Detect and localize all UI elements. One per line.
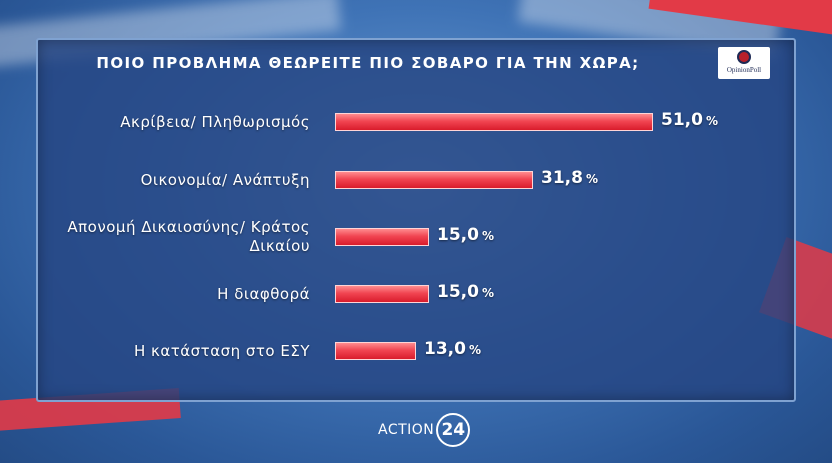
category-label: Απονομή Δικαιοσύνης/ Κράτος Δικαίου bbox=[67, 218, 310, 255]
bar-row: Η κατάσταση στο ΕΣΥ 13,0% bbox=[38, 331, 794, 371]
channel-number: 24 bbox=[436, 413, 471, 447]
bar-row: Ακρίβεια/ Πληθωρισμός 51,0% bbox=[38, 102, 794, 142]
category-label: Ακρίβεια/ Πληθωρισμός bbox=[120, 112, 310, 131]
category-label: Η κατάσταση στο ΕΣΥ bbox=[133, 341, 310, 360]
bar bbox=[335, 113, 653, 131]
percent-sign: % bbox=[481, 286, 494, 300]
bar-row: Η διαφθορά 15,0% bbox=[38, 274, 794, 314]
value-number: 51,0 bbox=[661, 110, 703, 130]
percent-sign: % bbox=[468, 343, 481, 357]
bar bbox=[335, 285, 429, 303]
bar-row: Απονομή Δικαιοσύνης/ Κράτος Δικαίου 15,0% bbox=[38, 217, 794, 257]
value-number: 31,8 bbox=[541, 168, 583, 188]
value-number: 15,0 bbox=[437, 282, 479, 302]
channel-name: ACTION bbox=[378, 422, 435, 438]
value-label: 15,0% bbox=[437, 225, 494, 245]
percent-sign: % bbox=[705, 114, 718, 128]
bar bbox=[335, 342, 416, 360]
logo-text: OpinionPoll bbox=[726, 66, 762, 74]
logo-dot-icon bbox=[737, 50, 751, 64]
percent-sign: % bbox=[585, 172, 598, 186]
value-number: 15,0 bbox=[437, 225, 479, 245]
category-label: Η διαφθορά bbox=[217, 284, 310, 303]
bar bbox=[335, 228, 429, 246]
percent-sign: % bbox=[481, 229, 494, 243]
value-label: 13,0% bbox=[424, 339, 481, 359]
bar-row: Οικονομία/ Ανάπτυξη 31,8% bbox=[38, 160, 794, 200]
chart-panel: ΠΟΙΟ ΠΡΟΒΛΗΜΑ ΘΕΩΡΕΙΤΕ ΠΙΟ ΣΟΒΑΡΟ ΓΙΑ ΤΗ… bbox=[36, 38, 796, 402]
value-number: 13,0 bbox=[424, 339, 466, 359]
category-label: Οικονομία/ Ανάπτυξη bbox=[140, 170, 310, 189]
opinion-poll-logo: OpinionPoll bbox=[718, 47, 770, 79]
value-label: 15,0% bbox=[437, 282, 494, 302]
value-label: 31,8% bbox=[541, 168, 598, 188]
value-label: 51,0% bbox=[661, 110, 718, 130]
bar bbox=[335, 171, 533, 189]
chart-title: ΠΟΙΟ ΠΡΟΒΛΗΜΑ ΘΕΩΡΕΙΤΕ ΠΙΟ ΣΟΒΑΡΟ ΓΙΑ ΤΗ… bbox=[96, 54, 640, 72]
channel-logo: ACTION 24 bbox=[378, 413, 471, 447]
